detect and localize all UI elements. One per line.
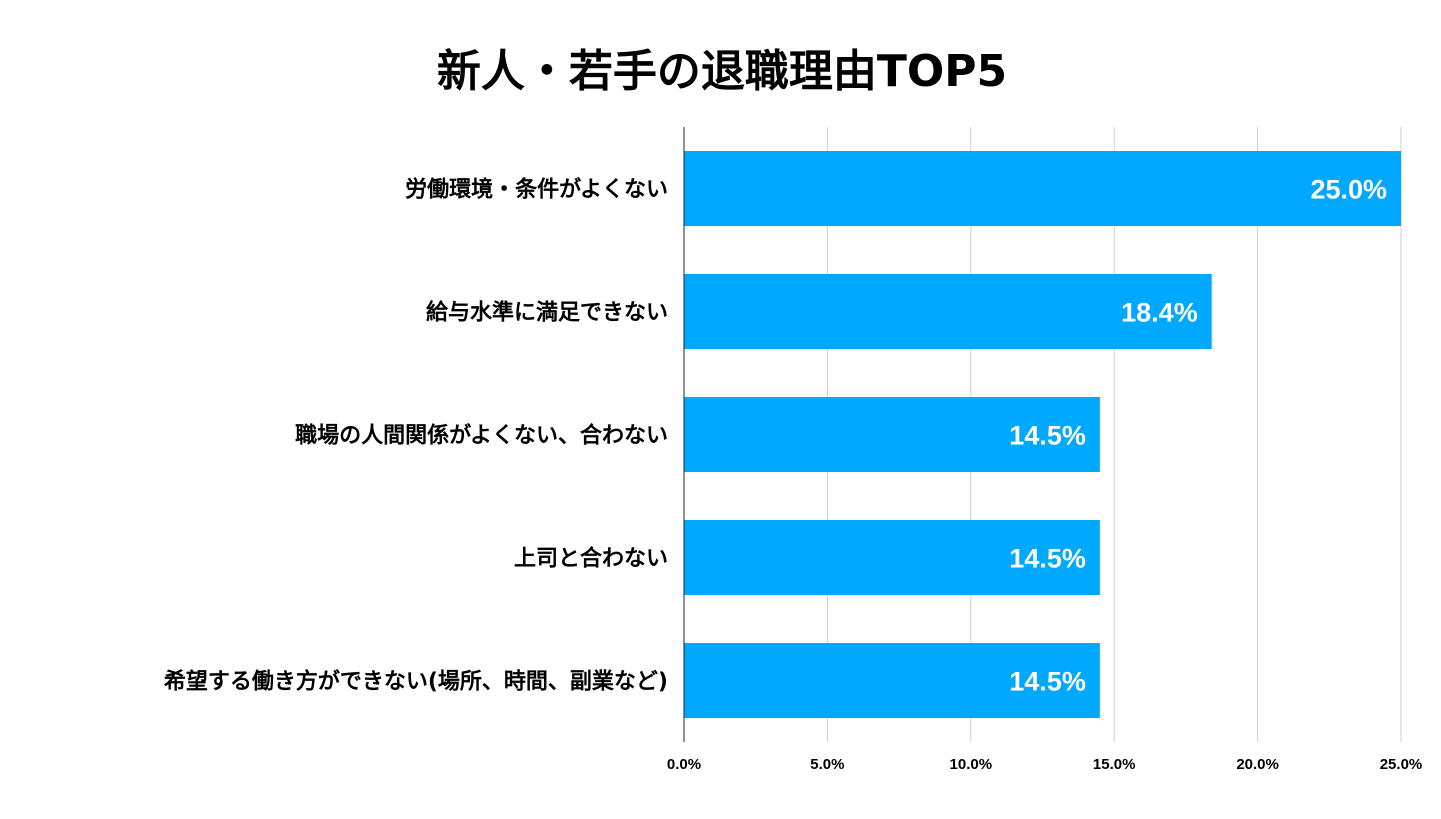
x-tick-label: 0.0% <box>667 756 701 773</box>
data-label: 14.5% <box>1009 421 1086 451</box>
category-label: 上司と合わない <box>514 546 668 572</box>
data-label: 14.5% <box>1009 544 1086 574</box>
category-label: 給与水準に満足できない <box>426 300 668 326</box>
x-tick-label: 25.0% <box>1380 756 1423 773</box>
bar <box>684 397 1100 472</box>
x-tick-label: 20.0% <box>1236 756 1279 773</box>
data-label: 14.5% <box>1009 667 1086 697</box>
x-axis-tick-labels: 0.0% 5.0% 10.0% 15.0% 20.0% 25.0% <box>667 756 1422 773</box>
bars: 25.0% 18.4% 14.5% 14.5% 14.5% <box>684 151 1401 718</box>
bar <box>684 274 1212 349</box>
x-tick-label: 10.0% <box>950 756 993 773</box>
data-label: 18.4% <box>1121 298 1198 328</box>
chart-title: 新人・若手の退職理由TOP5 <box>437 46 1007 97</box>
category-labels: 労働環境・条件がよくない給与水準に満足できない職場の人間関係がよくない、合わない… <box>164 177 668 695</box>
bar <box>684 151 1401 226</box>
gridlines <box>826 127 1402 742</box>
bar <box>684 520 1100 595</box>
x-tick-label: 15.0% <box>1093 756 1136 773</box>
x-tick-label: 5.0% <box>810 756 844 773</box>
category-label: 職場の人間関係がよくない、合わない <box>295 423 668 449</box>
data-label: 25.0% <box>1310 175 1387 205</box>
bar <box>684 643 1100 718</box>
category-label: 希望する働き方ができない(場所、時間、副業など) <box>164 669 668 695</box>
category-label: 労働環境・条件がよくない <box>405 177 668 203</box>
